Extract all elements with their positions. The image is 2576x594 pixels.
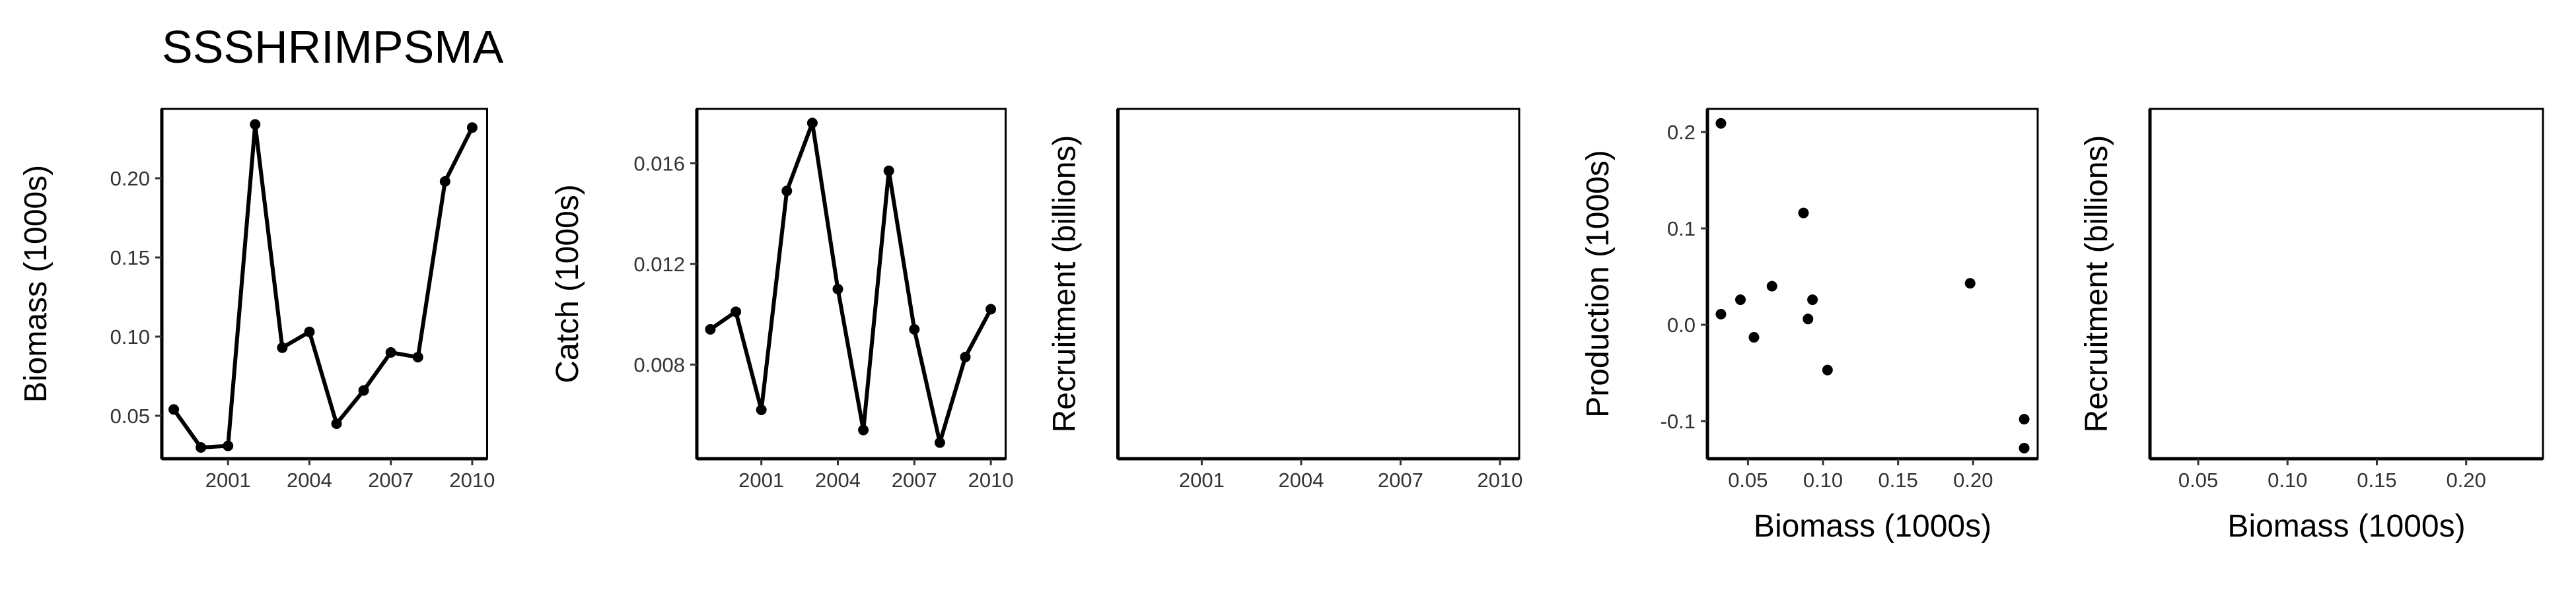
y-tick-label: 0.20 — [110, 167, 150, 190]
data-point — [466, 122, 478, 133]
y-tick-label: 0.10 — [110, 325, 150, 348]
x-tick-label: 2004 — [815, 469, 861, 492]
y-axis-label: Recruitment (billions) — [2079, 135, 2114, 433]
x-tick-label: 0.20 — [1953, 469, 1993, 492]
y-tick-label: 0.2 — [1667, 121, 1696, 144]
data-point — [196, 442, 207, 453]
data-point — [2019, 442, 2030, 453]
data-point — [277, 342, 288, 353]
data-point — [934, 437, 945, 448]
plot-frame — [2149, 108, 2544, 460]
data-line — [709, 121, 993, 445]
data-point — [806, 117, 818, 129]
data-point — [1715, 117, 1727, 129]
data-point — [358, 385, 369, 396]
data-point — [1748, 332, 1760, 343]
data-point — [1803, 314, 1814, 325]
data-point — [1807, 294, 1818, 306]
y-tick-label: 0.05 — [110, 405, 150, 428]
y-tick-label: 0.0 — [1667, 314, 1696, 337]
data-point — [1798, 207, 1809, 218]
y-axis-label: Recruitment (billions) — [1048, 135, 1083, 433]
x-tick-label: 2010 — [1477, 469, 1522, 492]
x-tick-label: 2001 — [1179, 469, 1225, 492]
data-point — [705, 324, 716, 335]
data-point — [385, 347, 396, 358]
x-tick-label: 2004 — [287, 469, 332, 492]
x-tick-label: 2004 — [1278, 469, 1324, 492]
plot-frame — [696, 108, 1007, 460]
data-point — [1766, 280, 1777, 292]
data-point — [412, 352, 423, 363]
data-point — [1822, 364, 1833, 376]
x-tick-label: 2007 — [1378, 469, 1423, 492]
data-point — [1715, 308, 1727, 319]
x-tick-label: 0.05 — [1728, 469, 1768, 492]
plot-frame — [1706, 108, 2039, 460]
y-tick-label: 0.008 — [633, 353, 685, 376]
data-point — [250, 119, 261, 130]
x-tick-label: 0.15 — [1878, 469, 1917, 492]
data-point — [731, 306, 742, 317]
data-point — [985, 304, 997, 315]
x-tick-label: 0.05 — [2178, 469, 2218, 492]
x-axis-label: Biomass (1000s) — [1754, 509, 1991, 544]
data-point — [223, 440, 234, 451]
plot-frame — [1117, 108, 1521, 460]
data-point — [331, 418, 342, 429]
x-tick-label: 2007 — [892, 469, 937, 492]
x-tick-label: 0.20 — [2447, 469, 2486, 492]
data-line — [172, 122, 474, 449]
x-tick-label: 0.10 — [1803, 469, 1843, 492]
data-point — [1964, 278, 1976, 289]
x-tick-label: 0.10 — [2268, 469, 2307, 492]
y-tick-label: 0.016 — [633, 152, 685, 175]
y-tick-label: 0.1 — [1667, 217, 1696, 240]
y-axis-label: Catch (1000s) — [550, 184, 585, 383]
data-point — [756, 405, 767, 416]
x-tick-label: 2010 — [968, 469, 1014, 492]
data-point — [2019, 414, 2030, 425]
x-tick-label: 2001 — [738, 469, 784, 492]
data-point — [781, 185, 793, 197]
x-tick-label: 0.15 — [2357, 469, 2396, 492]
data-point — [909, 324, 920, 335]
data-point — [1735, 294, 1746, 306]
data-point — [304, 326, 315, 337]
x-tick-label: 2010 — [449, 469, 495, 492]
x-tick-label: 2001 — [205, 469, 251, 492]
plot-frame — [161, 108, 488, 460]
data-point — [832, 284, 843, 295]
data-point — [960, 351, 971, 362]
data-point — [439, 176, 450, 187]
y-tick-label: 0.15 — [110, 246, 150, 269]
data-point — [883, 165, 894, 176]
chart-title: SSSHRIMPSMA — [162, 21, 504, 73]
data-point — [168, 404, 180, 415]
y-axis-label: Production (1000s) — [1581, 150, 1616, 418]
y-axis-label: Biomass (1000s) — [18, 165, 54, 403]
x-axis-label: Biomass (1000s) — [2227, 509, 2465, 544]
data-point — [858, 424, 869, 436]
y-tick-label: -0.1 — [1661, 410, 1696, 433]
x-tick-label: 2007 — [368, 469, 413, 492]
y-tick-label: 0.012 — [633, 253, 685, 276]
